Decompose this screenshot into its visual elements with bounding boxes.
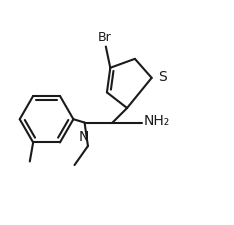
- Text: N: N: [79, 130, 89, 144]
- Text: NH₂: NH₂: [144, 115, 170, 128]
- Text: S: S: [158, 70, 167, 84]
- Text: Br: Br: [98, 31, 112, 44]
